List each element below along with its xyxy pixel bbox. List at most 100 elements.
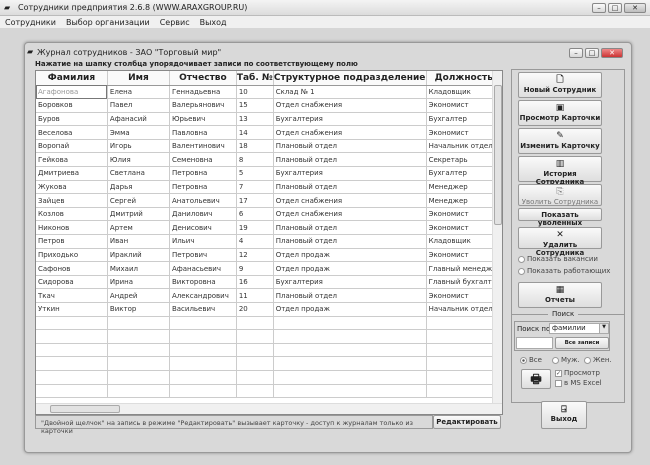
table-cell (426, 316, 502, 331)
employee-history-button[interactable]: ▥ История Сотрудника (518, 156, 602, 186)
table-row[interactable]: Зайцев Сергей Анатольевич 17 Отдел снабжения… (36, 193, 502, 208)
table-cell: Кладовщик (426, 234, 502, 249)
excel-checkbox[interactable]: в MS Excel (555, 379, 602, 387)
table-row[interactable]: Жукова Дарья Петровна 7 Плановый отдел Менедж… (36, 180, 502, 195)
all-records-button[interactable]: Все записи (555, 337, 609, 349)
empty-row[interactable] (36, 329, 502, 344)
vertical-scrollbar[interactable] (492, 71, 502, 404)
table-cell: Елена (107, 85, 170, 100)
table-row[interactable]: Петров Иван Ильич 4 Плановый отдел Кладовщик (36, 234, 502, 249)
table-row[interactable]: Никонов Артем Денисович 19 Плановый отдел Эко… (36, 220, 502, 236)
table-cell: Бухгалтерия (273, 275, 427, 290)
gender-all-radio[interactable]: Все (520, 356, 542, 364)
table-cell: Валерьянович (169, 98, 237, 113)
view-card-button[interactable]: ▣ Просмотр Карточки (518, 100, 602, 126)
delete-employee-button[interactable]: ✕ Удалить Сотрудника (518, 227, 602, 257)
maximize-button[interactable]: □ (608, 3, 622, 13)
table-cell: Павел (107, 98, 170, 113)
reports-button[interactable]: ▦ Отчеты (518, 282, 602, 308)
table-cell (169, 316, 237, 331)
empty-row[interactable] (36, 384, 502, 399)
exit-button[interactable]: ⍈ Выход (541, 401, 587, 429)
edit-button[interactable]: Редактировать (433, 415, 501, 429)
app-title: Сотрудники предприятия 2.6.8 (WWW.ARAXGR… (18, 3, 248, 12)
table-cell (426, 343, 502, 358)
journal-close-button[interactable]: ✕ (601, 48, 623, 58)
table-row[interactable]: Козлов Дмитрий Данилович 6 Отдел снабжения Эк… (36, 207, 502, 222)
table-row[interactable]: Сидорова Ирина Викторовна 16 Бухгалтерия Глав… (36, 275, 502, 290)
vertical-scroll-thumb[interactable] (494, 85, 502, 225)
table-cell: Начальник отдела (426, 302, 502, 317)
table-cell: Васильевич (169, 302, 237, 317)
table-cell: Главный бухгалтер (426, 275, 502, 290)
table-row[interactable]: Ткач Андрей Александрович 11 Плановый отдел Э… (36, 288, 502, 303)
table-cell (107, 384, 170, 399)
table-row[interactable]: Буров Афанасий Юрьевич 13 Бухгалтерия Бухгалт… (36, 112, 502, 127)
table-cell: Эмма (107, 125, 170, 140)
label: Отчеты (545, 296, 575, 304)
table-row[interactable]: Агафонова Елена Геннадьевна 10 Склад № 1 Клад… (36, 85, 502, 100)
table-cell (426, 370, 502, 385)
show-fired-button[interactable]: Показать уволенных (518, 208, 602, 227)
close-button[interactable]: ✕ (624, 3, 646, 13)
table-cell (169, 343, 237, 358)
table-cell: Менеджер (426, 193, 502, 208)
empty-row[interactable] (36, 370, 502, 385)
search-input[interactable] (516, 337, 553, 349)
horizontal-scrollbar[interactable] (36, 403, 502, 414)
edit-card-button[interactable]: ✎ Изменить Карточку (518, 128, 602, 154)
table-cell: Кладовщик (426, 85, 502, 100)
fire-employee-button[interactable]: ⎘ Уволить Сотрудника (518, 184, 602, 206)
journal-maximize-button[interactable]: □ (585, 48, 599, 58)
show-vacancies-radio[interactable]: Показать вакансии (518, 255, 598, 263)
table-row[interactable]: Боровков Павел Валерьянович 15 Отдел снабжен… (36, 98, 502, 113)
column-header[interactable]: Отчество (169, 71, 237, 86)
menu-employees[interactable]: Сотрудники (5, 17, 56, 27)
column-header[interactable]: Должность (426, 71, 502, 86)
column-header[interactable]: Структурное подразделение (273, 71, 427, 86)
empty-row[interactable] (36, 316, 502, 331)
column-header[interactable]: Имя (107, 71, 170, 86)
table-cell (36, 329, 108, 344)
column-header[interactable]: Таб. № (236, 71, 274, 86)
table-row[interactable]: Веселова Эмма Павловна 14 Отдел снабжения Эко… (36, 125, 502, 140)
table-cell (36, 370, 108, 385)
print-button[interactable]: 🖶 (521, 369, 551, 389)
show-working-radio[interactable]: Показать работающих (518, 267, 610, 275)
search-field-select[interactable]: фамилии ▼ (549, 323, 609, 334)
horizontal-scroll-thumb[interactable] (50, 405, 120, 413)
journal-minimize-button[interactable]: – (569, 48, 583, 58)
gender-male-radio[interactable]: Муж. (552, 356, 580, 364)
table-row[interactable]: Дмитриева Светлана Петровна 5 Бухгалтерия Бух… (36, 166, 502, 181)
empty-row[interactable] (36, 343, 502, 358)
column-header[interactable]: Фамилия (36, 71, 108, 86)
menu-service[interactable]: Сервис (159, 17, 190, 27)
table-row[interactable]: Воропай Игорь Валентинович 18 Плановый отдел… (36, 139, 502, 154)
minimize-button[interactable]: – (592, 3, 606, 13)
label: История Сотрудника (535, 170, 585, 186)
table-cell: Приходько (36, 248, 108, 263)
table-cell: Агафонова (36, 85, 108, 100)
table-cell: Плановый отдел (273, 234, 427, 249)
table-cell: Экономист (426, 288, 502, 303)
menu-exit[interactable]: Выход (199, 17, 227, 27)
table-cell: Данилович (169, 207, 237, 222)
new-employee-button[interactable]: 🗋 Новый Сотрудник (518, 72, 602, 98)
gender-female-radio[interactable]: Жен. (584, 356, 612, 364)
preview-checkbox[interactable]: ✓ Просмотр (555, 369, 600, 377)
table-row[interactable]: Гейкова Юлия Семеновна 8 Плановый отдел Секре… (36, 152, 502, 168)
table-row[interactable]: Уткин Виктор Васильевич 20 Отдел продаж Начал… (36, 302, 502, 317)
chevron-down-icon: ▼ (599, 324, 608, 333)
table-cell: 6 (236, 207, 274, 222)
empty-row[interactable] (36, 356, 502, 371)
table-cell (236, 370, 274, 385)
table-cell: Отдел снабжения (273, 207, 427, 222)
table-cell: Виктор (107, 302, 170, 317)
checkbox-box (555, 379, 562, 387)
table-row[interactable]: Сафонов Михаил Афанасьевич 9 Отдел продаж Гла… (36, 261, 502, 276)
table-cell: Ираклий (107, 248, 170, 263)
label: Все (529, 356, 542, 364)
table-cell: 10 (236, 85, 274, 100)
menu-organization[interactable]: Выбор организации (65, 17, 150, 27)
table-row[interactable]: Приходько Ираклий Петрович 12 Отдел продаж Эк… (36, 248, 502, 263)
